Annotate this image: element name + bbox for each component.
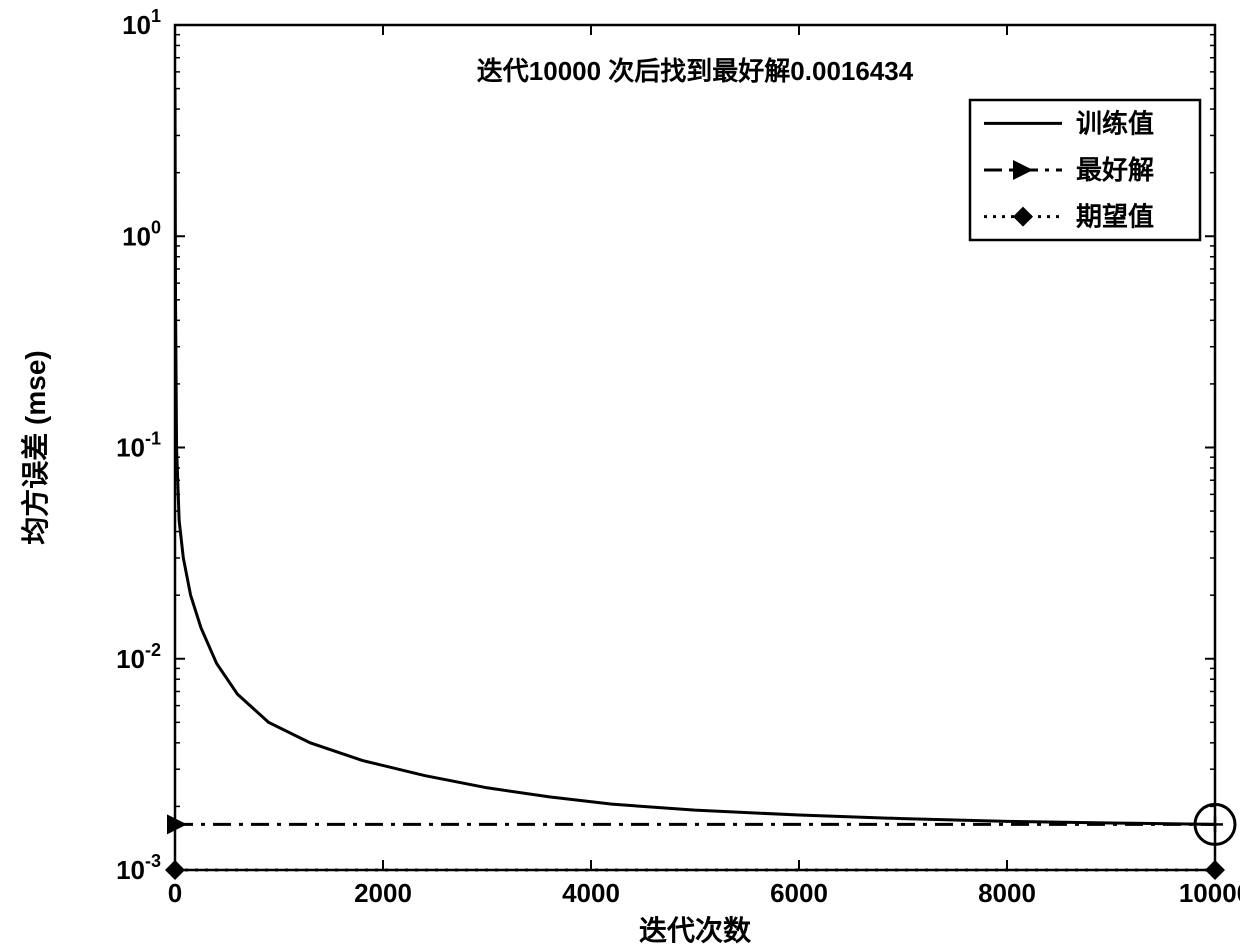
legend-label: 期望值 [1076,202,1154,232]
x-tick-label: 8000 [978,878,1036,908]
legend-label: 训练值 [1076,108,1154,138]
x-tick-label: 2000 [354,878,412,908]
x-axis-label: 迭代次数 [639,915,752,946]
x-tick-label: 0 [168,878,182,908]
legend-label: 最好解 [1076,155,1154,185]
x-tick-label: 6000 [770,878,828,908]
y-axis-label: 均方误差 (mse) [19,350,51,544]
x-tick-label: 10000 [1179,878,1240,908]
chart-svg: 020004000600080001000010-310-210-1100101… [0,0,1240,949]
chart-container: 020004000600080001000010-310-210-1100101… [0,0,1240,949]
chart-title: 迭代10000 次后找到最好解0.0016434 [477,56,914,86]
x-tick-label: 4000 [562,878,620,908]
